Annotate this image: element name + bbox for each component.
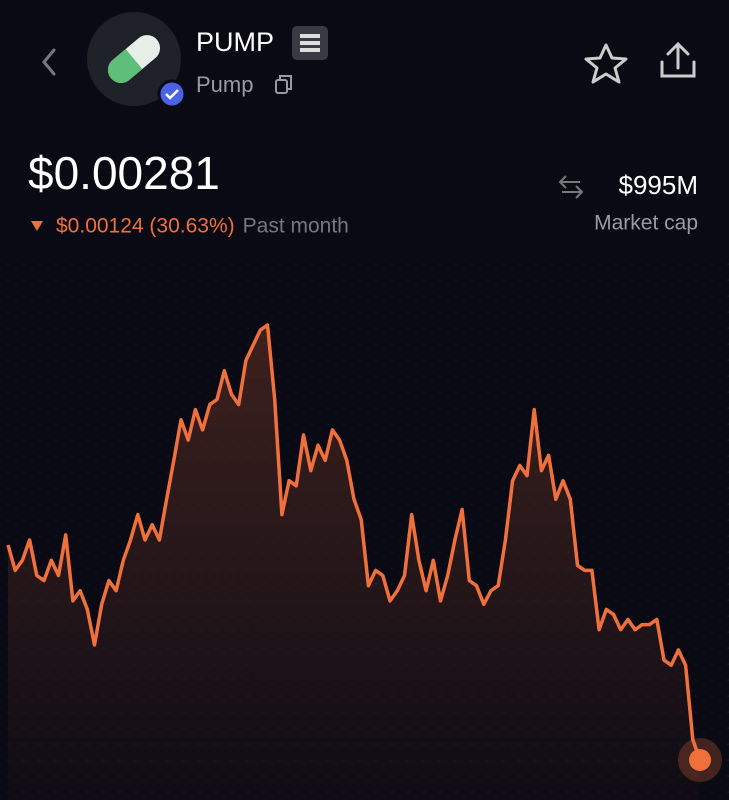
market-cap-label: Market cap <box>594 212 698 235</box>
share-button[interactable] <box>660 41 696 78</box>
price-change: $0.00124 (30.63%) <box>56 215 235 238</box>
copy-button[interactable] <box>275 75 292 94</box>
last-point <box>689 749 711 771</box>
down-arrow <box>31 221 43 231</box>
favorite-button[interactable] <box>584 43 628 84</box>
price-area <box>8 325 700 800</box>
chain-badge <box>292 26 328 60</box>
period: Past month <box>243 215 349 238</box>
swap-icon <box>558 175 584 199</box>
token-name: Pump <box>196 72 253 97</box>
back-button[interactable] <box>42 48 56 76</box>
current-price: $0.00281 <box>28 147 220 199</box>
token-symbol: PUMP <box>196 27 274 57</box>
token-icon <box>87 12 187 109</box>
price-line <box>6 323 702 761</box>
market-cap-value: $995M <box>619 170 699 200</box>
